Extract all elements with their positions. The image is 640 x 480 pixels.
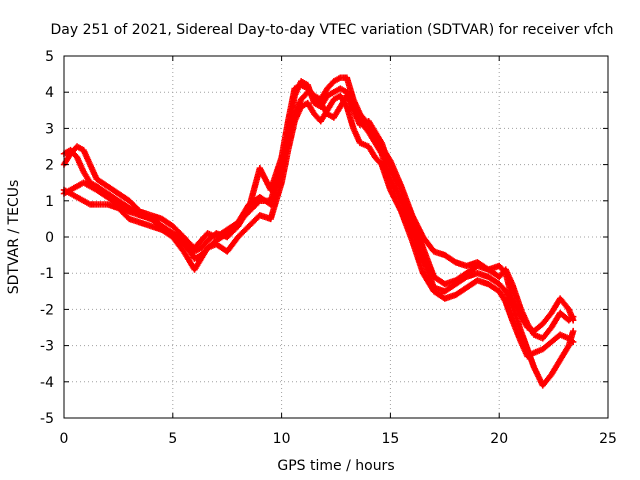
data-point [255,198,262,206]
data-points [60,74,577,389]
x-tick-label: 20 [490,431,508,447]
y-axis-label: SDTVAR / TECUs [6,180,22,295]
x-axis-label: GPS time / hours [277,458,394,474]
x-tick-label: 25 [599,431,617,447]
data-series [60,74,577,335]
data-series [60,92,577,360]
x-tick-label: 5 [168,431,177,447]
x-tick-label: 10 [273,431,291,447]
axis-ticks: 0 5 10 15 20 25 -5 -4 -3 -2 -1 0 1 2 3 4 5 [40,49,617,447]
y-tick-label: 5 [45,49,54,65]
data-point [569,317,577,324]
x-tick-label: 15 [381,431,399,447]
y-tick-label: 3 [45,121,54,137]
y-tick-label: -4 [40,375,54,391]
data-point [569,327,577,335]
y-tick-label: -1 [40,266,54,282]
data-series [60,89,577,389]
y-tick-label: 4 [45,85,54,101]
x-tick-label: 0 [60,431,69,447]
chart-title: Day 251 of 2021, Sidereal Day-to-day VTE… [50,22,613,38]
y-tick-label: -2 [40,302,54,318]
data-point [569,338,577,346]
y-tick-label: -5 [40,411,54,427]
y-tick-label: 0 [45,230,54,246]
y-tick-label: 2 [45,158,54,174]
y-tick-label: -3 [40,339,54,355]
y-tick-label: 1 [45,194,54,210]
